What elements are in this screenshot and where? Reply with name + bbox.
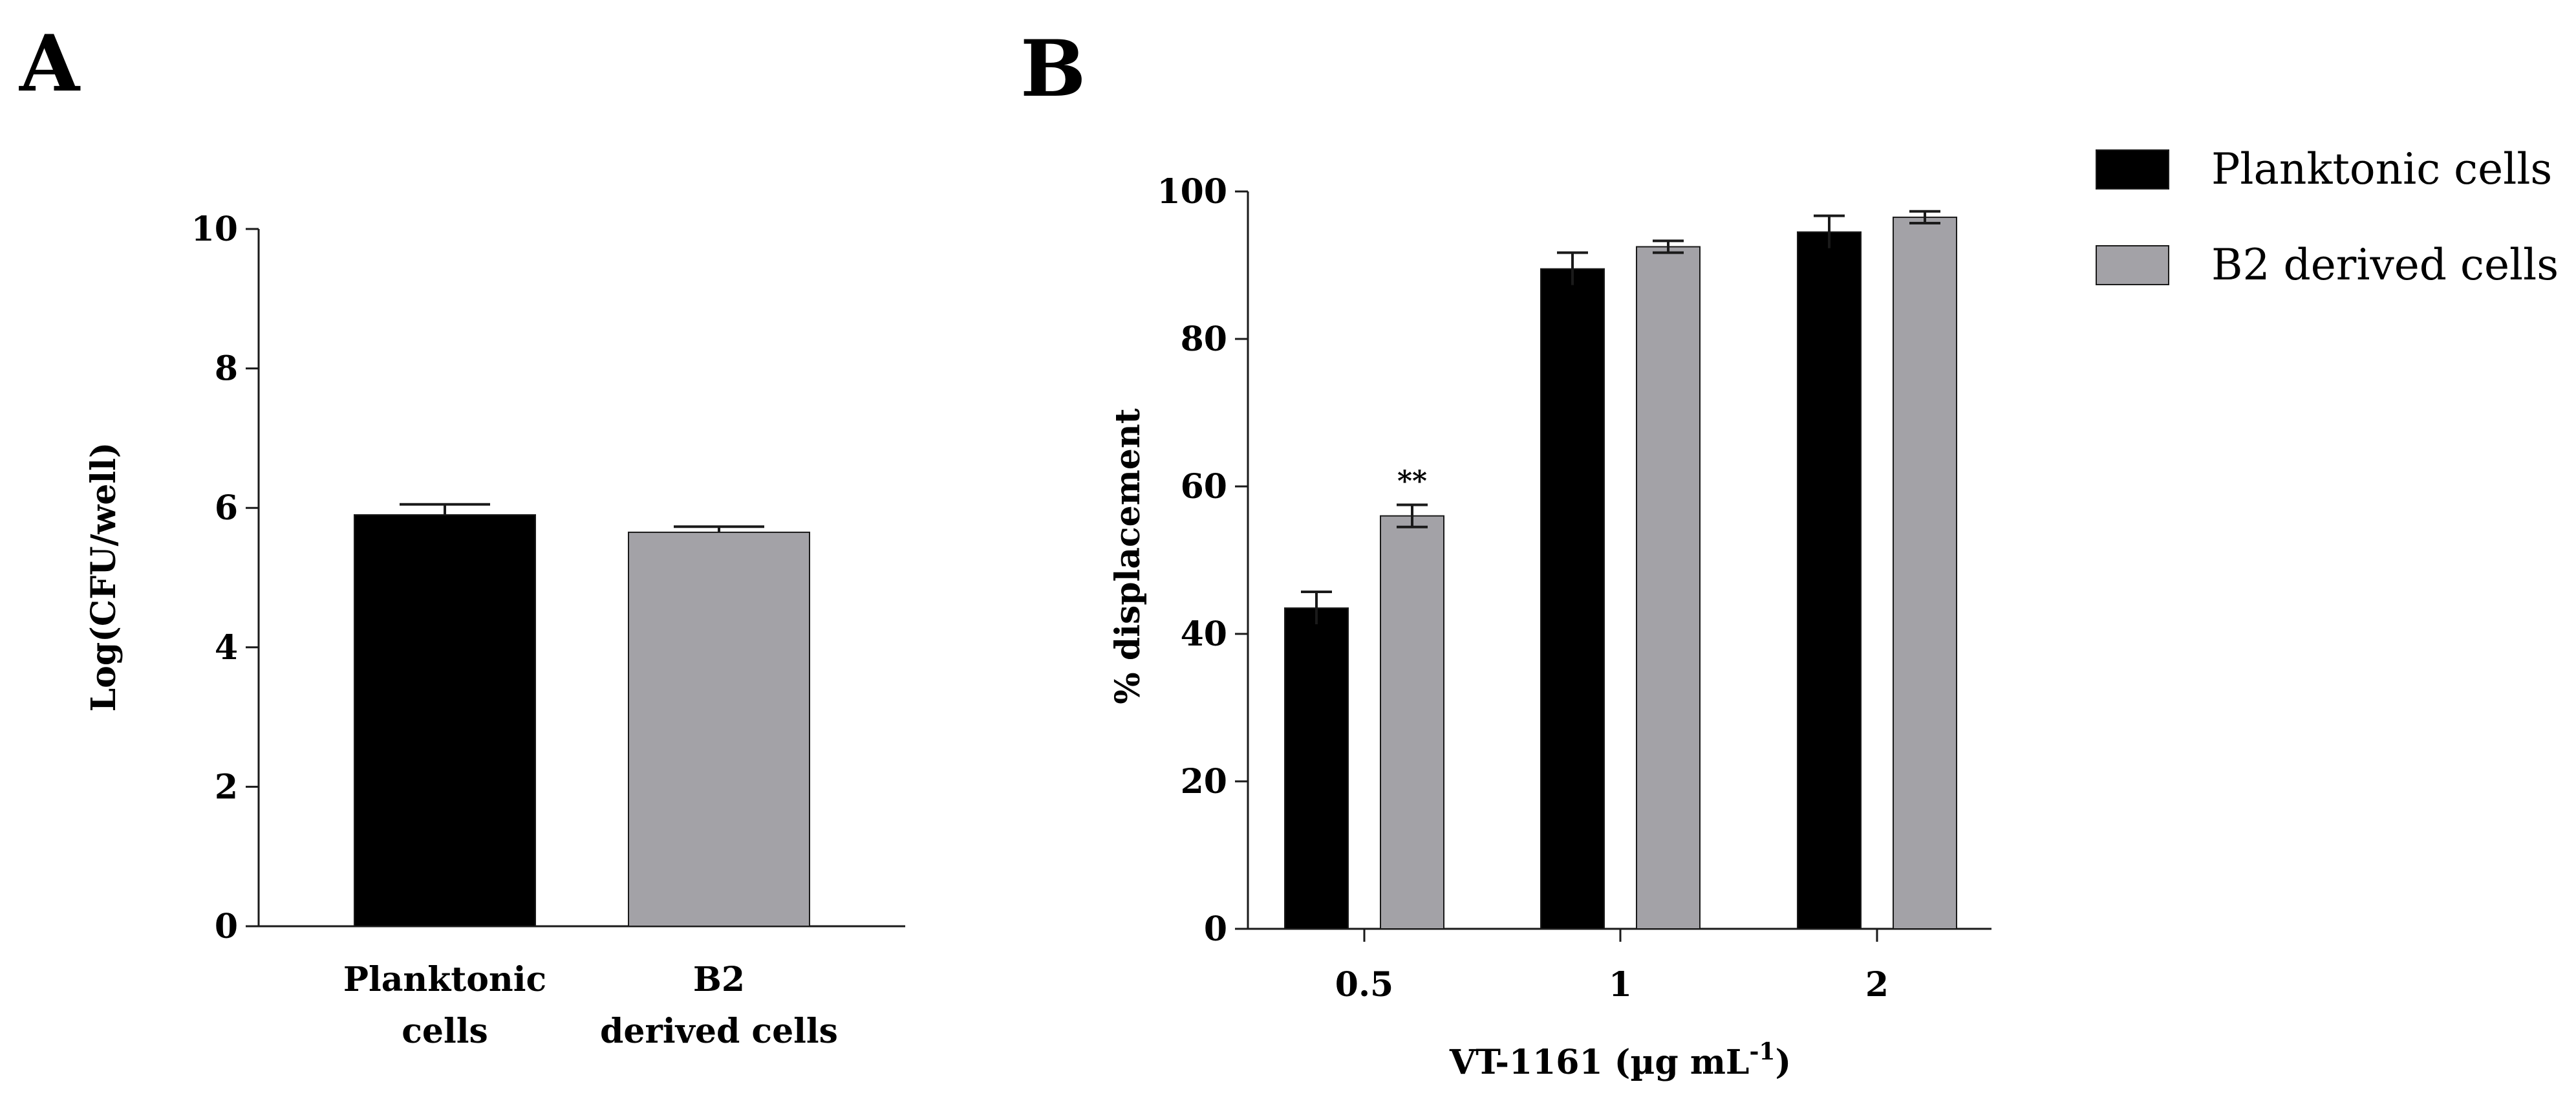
bar [1380, 515, 1444, 929]
y-tick-label: 40 [1181, 614, 1227, 654]
panel-a-letter: A [19, 18, 81, 109]
bar [628, 531, 810, 927]
bar [1540, 268, 1605, 929]
x-axis-title-main: VT-1161 (µg mL [1449, 1043, 1750, 1082]
y-tick-label: 10 [191, 210, 238, 249]
legend-label: B2 derived cells [2211, 240, 2559, 290]
y-tick-label: 2 [215, 767, 238, 807]
y-tick-label: 60 [1181, 467, 1227, 506]
bar [1893, 216, 1957, 929]
x-tick-label: Planktonic [343, 960, 546, 999]
y-tick-label: 80 [1181, 320, 1227, 359]
y-tick-label: 6 [215, 488, 238, 528]
x-tick-label: B2 [693, 960, 745, 999]
y-axis-title: Log(CFU/well) [84, 442, 123, 712]
x-axis-title-end: ) [1775, 1043, 1791, 1082]
legend: Planktonic cells B2 derived cells [2096, 144, 2559, 290]
bar [1636, 246, 1701, 929]
panel-b-letter: B [1020, 23, 1086, 114]
bar [354, 514, 536, 927]
legend-swatch [2096, 149, 2169, 190]
x-tick-label: derived cells [600, 1012, 838, 1051]
legend-label: Planktonic cells [2211, 144, 2552, 194]
y-tick-label: 20 [1181, 762, 1227, 801]
x-axis-title: VT-1161 (µg mL-1) [1449, 1038, 1791, 1082]
significance-marker: ** [1397, 465, 1427, 498]
y-tick-label: 0 [1204, 909, 1227, 949]
x-tick-label: 1 [1609, 965, 1632, 1005]
panel-b-chart: 0 20 40 60 80 100 0.5 1 2 ** % displacement VT-1161… [1108, 172, 1991, 1082]
bar [1797, 231, 1862, 930]
x-tick-label: 2 [1865, 965, 1889, 1005]
x-tick-label: 0.5 [1335, 965, 1393, 1005]
y-tick-label: 100 [1157, 172, 1227, 212]
y-tick-label: 0 [215, 907, 238, 946]
legend-swatch [2096, 245, 2169, 285]
x-tick-label: cells [402, 1012, 488, 1051]
x-axis-title-superscript: -1 [1749, 1038, 1775, 1065]
y-axis-title: % displacement [1108, 408, 1148, 704]
bar [1284, 607, 1349, 929]
y-tick-label: 8 [215, 349, 238, 389]
y-tick-label: 4 [215, 628, 238, 668]
panel-a-chart: 0 2 4 6 8 10 Planktonic cells B2 derived cells Log… [84, 210, 905, 1051]
